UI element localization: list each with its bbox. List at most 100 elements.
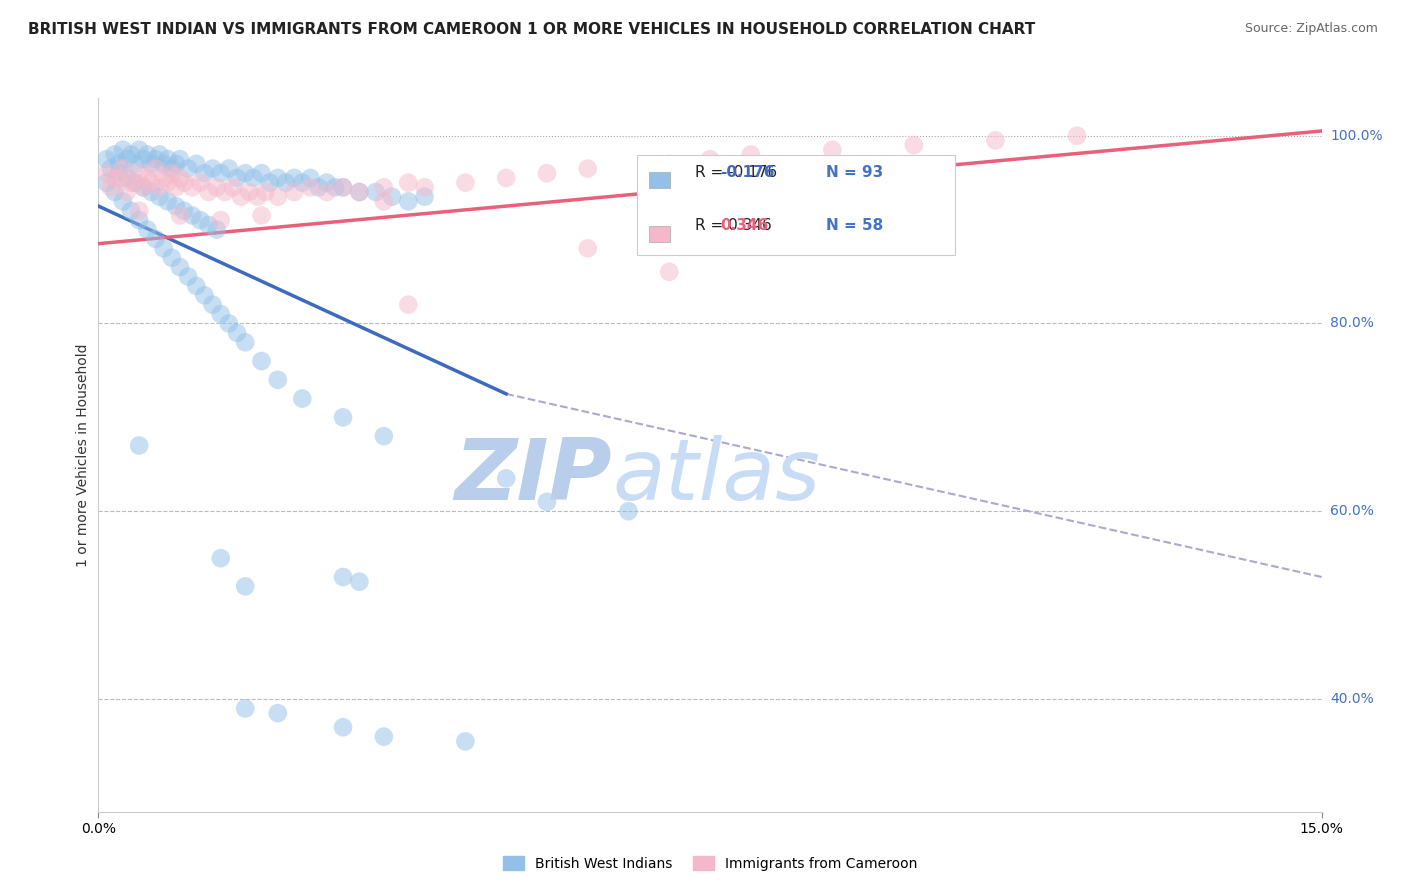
Point [145,232,167,246]
Point [201,161,224,176]
Point [209,213,232,227]
Point [315,185,337,199]
Point [267,373,290,387]
Point [188,176,212,190]
Point [173,176,195,190]
Point [145,161,167,176]
Point [259,176,281,190]
Point [233,701,256,715]
Point [115,152,138,166]
Point [152,157,174,171]
Point [299,180,322,194]
Point [242,170,264,185]
Point [128,166,150,180]
Point [396,176,419,190]
Point [413,180,436,194]
Text: R = 0.346: R = 0.346 [696,219,772,234]
Point [291,392,314,406]
Text: 60.0%: 60.0% [1330,504,1374,518]
Point [274,176,297,190]
Point [283,170,305,185]
Point [149,190,172,204]
Text: R = -0.176: R = -0.176 [696,165,778,180]
Point [373,180,395,194]
Point [100,161,122,176]
Point [658,265,681,279]
Point [209,551,232,566]
Point [233,335,256,350]
Legend: British West Indians, Immigrants from Cameroon: British West Indians, Immigrants from Ca… [498,850,922,876]
Point [246,190,269,204]
Point [576,161,599,176]
Point [132,180,155,194]
Point [291,176,314,190]
Point [156,194,179,209]
Point [267,706,290,720]
Point [495,170,517,185]
Point [111,143,134,157]
Point [536,166,558,180]
Point [821,143,844,157]
Point [177,161,200,176]
Point [108,166,131,180]
Point [740,147,762,161]
Point [349,574,371,589]
Point [152,241,174,255]
Point [173,203,195,218]
Text: BRITISH WEST INDIAN VS IMMIGRANTS FROM CAMEROON 1 OR MORE VEHICLES IN HOUSEHOLD : BRITISH WEST INDIAN VS IMMIGRANTS FROM C… [28,22,1035,37]
Point [132,180,155,194]
Point [141,157,163,171]
Point [349,185,371,199]
Point [165,157,187,171]
Point [100,180,122,194]
Point [454,176,477,190]
Point [250,166,273,180]
Point [332,570,354,584]
Text: N = 58: N = 58 [827,219,883,234]
Point [160,251,183,265]
Text: N = 93: N = 93 [827,165,883,180]
Point [165,199,187,213]
Point [181,180,204,194]
Point [124,157,146,171]
Point [111,194,134,209]
Point [141,176,163,190]
FancyBboxPatch shape [648,172,671,188]
Point [250,354,273,368]
Point [238,185,260,199]
Point [104,170,127,185]
Point [323,180,346,194]
Text: -0.176: -0.176 [720,165,775,180]
Point [332,180,354,194]
Text: 80.0%: 80.0% [1330,317,1374,330]
Point [315,176,337,190]
Point [536,495,558,509]
Point [186,279,208,293]
Point [188,213,212,227]
Point [128,438,150,452]
Point [373,730,395,744]
Point [128,213,150,227]
Point [115,185,138,199]
Point [128,143,150,157]
Point [193,288,215,302]
Point [128,203,150,218]
Point [156,176,179,190]
Point [454,734,477,748]
Point [576,241,599,255]
Point [283,185,305,199]
Point [267,170,290,185]
Point [149,147,172,161]
Text: Source: ZipAtlas.com: Source: ZipAtlas.com [1244,22,1378,36]
Point [96,152,118,166]
Point [169,209,191,223]
Point [197,218,219,232]
FancyBboxPatch shape [648,226,671,242]
Point [124,176,146,190]
Point [349,185,371,199]
Point [201,298,224,312]
Point [141,185,163,199]
Point [160,161,183,176]
Point [218,317,240,331]
Point [218,161,240,176]
